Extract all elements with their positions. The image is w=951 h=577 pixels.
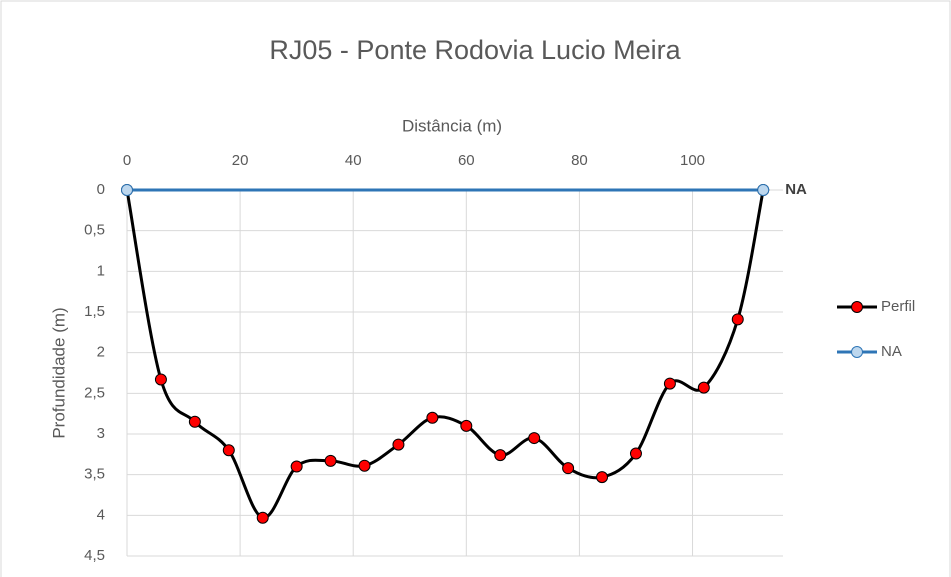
marker <box>154 373 167 386</box>
x-tick-label: 100 <box>680 152 705 169</box>
y-tick-label: 1 <box>97 262 105 279</box>
y-tick-label: 1,5 <box>84 303 105 320</box>
marker <box>188 415 201 428</box>
marker <box>663 377 676 390</box>
y-tick-label: 2 <box>97 344 105 361</box>
y-tick-label: 3 <box>97 425 105 442</box>
marker <box>596 471 609 484</box>
marker <box>358 459 371 472</box>
marker <box>731 313 744 326</box>
marker <box>528 432 541 445</box>
legend-label: NA <box>881 343 902 360</box>
marker <box>460 419 473 432</box>
y-axis-label: Profundidade (m) <box>49 307 68 438</box>
marker <box>324 454 337 467</box>
marker <box>426 411 439 424</box>
marker <box>757 184 770 196</box>
marker <box>222 444 235 457</box>
marker <box>121 184 133 196</box>
marker <box>562 462 575 475</box>
x-tick-label: 80 <box>571 152 588 169</box>
marker <box>494 449 507 462</box>
annotation: NA <box>785 181 807 198</box>
legend-label: Perfil <box>881 298 915 315</box>
marker <box>629 447 642 460</box>
x-tick-label: 20 <box>232 152 249 169</box>
x-tick-label: 0 <box>123 152 131 169</box>
marker <box>256 511 269 524</box>
legend-marker <box>851 301 863 313</box>
y-tick-label: 3,5 <box>84 466 105 483</box>
x-axis-label: Distância (m) <box>402 116 502 135</box>
x-tick-label: 40 <box>345 152 362 169</box>
x-tick-label: 60 <box>458 152 475 169</box>
y-tick-label: 4,5 <box>84 547 105 564</box>
marker <box>392 438 405 451</box>
chart-title: RJ05 - Ponte Rodovia Lucio Meira <box>269 35 681 65</box>
legend-marker <box>851 346 863 358</box>
marker <box>290 460 303 473</box>
y-tick-label: 0,5 <box>84 222 105 239</box>
y-tick-label: 4 <box>97 506 105 523</box>
marker <box>697 381 710 394</box>
y-tick-label: 2,5 <box>84 384 105 401</box>
y-tick-label: 0 <box>97 181 105 198</box>
